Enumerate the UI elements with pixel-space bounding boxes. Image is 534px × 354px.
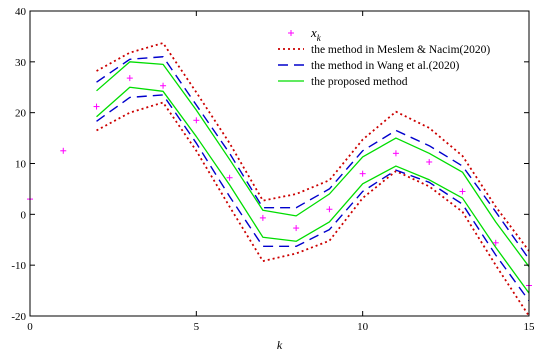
- x-tick-label: 10: [357, 321, 369, 333]
- legend-label: the proposed method: [311, 76, 408, 88]
- data-point: [293, 225, 300, 232]
- plot-series: [96, 42, 530, 317]
- x-tick-label: 0: [27, 321, 33, 333]
- legend-label: xk: [310, 25, 322, 43]
- data-point: [259, 214, 266, 221]
- data-point: [60, 147, 67, 154]
- series-1-upper-bound: [96, 42, 530, 252]
- series-2-lower-bound: [96, 94, 530, 302]
- data-point: [160, 82, 167, 89]
- data-point: [193, 117, 200, 124]
- data-point: [226, 174, 233, 181]
- x-tick-label: 5: [194, 321, 200, 333]
- plot-points: [27, 75, 532, 289]
- y-axis-ticks: -20 -10 0 10 20 30 40: [11, 6, 529, 323]
- series-3-upper-bound: [96, 61, 530, 268]
- series-3-lower-bound: [96, 86, 530, 294]
- series-2-upper-bound: [96, 56, 530, 260]
- data-point: [492, 239, 499, 246]
- y-tick-label: -10: [11, 260, 26, 272]
- plot-frame: [29, 10, 530, 317]
- y-tick-label: 20: [15, 108, 27, 120]
- data-point: [392, 150, 399, 157]
- data-point: [93, 103, 100, 110]
- data-point: [459, 188, 466, 195]
- data-point: [326, 206, 333, 213]
- y-tick-label: -20: [11, 311, 26, 323]
- y-tick-label: 30: [15, 57, 27, 69]
- series-1-lower-bound: [96, 101, 530, 317]
- data-point: [126, 75, 133, 82]
- y-tick-label: 0: [21, 209, 27, 221]
- x-axis-ticks: 0 5 10 15: [27, 11, 534, 333]
- x-axis-label: k: [277, 338, 283, 352]
- legend-label: the method in Meslem & Nacim(2020): [311, 44, 490, 56]
- y-tick-label: 10: [15, 159, 27, 171]
- legend-label: the method in Wang et al.(2020): [311, 60, 459, 72]
- x-tick-label: 15: [524, 321, 534, 333]
- legend-marker: [288, 30, 294, 36]
- data-point: [359, 170, 366, 177]
- data-point: [426, 158, 433, 165]
- y-tick-label: 40: [15, 6, 27, 18]
